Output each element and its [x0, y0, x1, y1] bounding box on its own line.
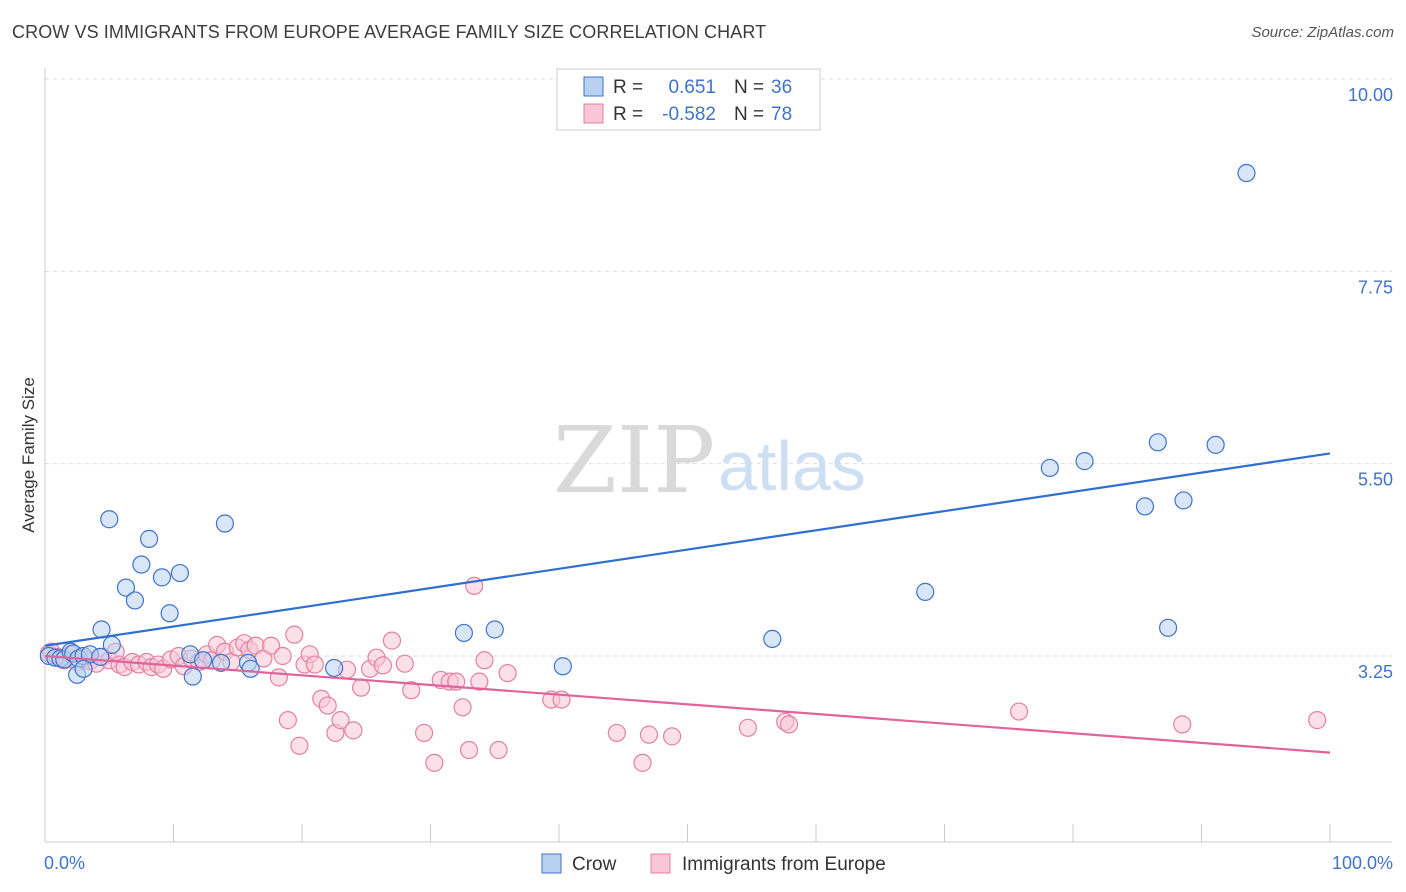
immigrants-point-71: [607, 723, 626, 743]
immigrants-point-79: [1173, 715, 1192, 734]
grid-lines: [45, 78, 1392, 657]
bottom-legend-label-crow: Crow: [572, 854, 617, 875]
y-tick-label-1: 5.50: [1358, 470, 1393, 490]
crow-point-41: [1206, 435, 1225, 454]
y-tick-labels: 3.25 5.50 7.75 10.00: [1348, 85, 1393, 682]
immigrants-point-57: [414, 723, 434, 743]
crow-point-15: [116, 578, 136, 597]
immigrants-point-36: [269, 668, 288, 687]
immigrants-point-67: [489, 740, 508, 760]
crow-point-36: [1075, 452, 1094, 471]
immigrants-point-66: [475, 651, 494, 670]
bottom-legend-swatch-crow: [541, 853, 562, 874]
immigrants-point-55: [395, 654, 414, 673]
crow-point-14: [100, 510, 119, 529]
crow-point-16: [125, 591, 145, 610]
immigrants-point-74: [662, 727, 682, 746]
crow-point-20: [160, 604, 179, 623]
crow-point-38: [1148, 433, 1167, 452]
immigrants-point-75: [738, 718, 757, 737]
legend-r-value-immigrants: -0.582: [662, 104, 716, 125]
crow-point-21: [170, 563, 190, 583]
immigrants-point-73: [639, 725, 659, 744]
immigrants-point-40: [290, 736, 309, 755]
legend-r-label-immigrants: R =: [613, 104, 643, 125]
legend-r-label-crow: R =: [613, 77, 643, 98]
immigrants-point-43: [305, 655, 324, 674]
immigrants-point-38: [278, 711, 297, 730]
legend-n-value-immigrants: 78: [771, 104, 792, 125]
crow-point-28: [241, 659, 260, 678]
immigrants-point-45: [318, 696, 337, 715]
crow-trend-line: [44, 452, 1331, 647]
y-axis-title: Average Family Size: [19, 377, 38, 533]
legend-swatch-immigrants: [583, 103, 604, 124]
watermark-zip: ZIP: [553, 407, 715, 514]
immigrants-point-78: [1009, 702, 1029, 721]
immigrants-trend-line: [44, 654, 1331, 754]
immigrants-point-50: [352, 678, 371, 697]
bottom-legend-swatch-immigrants: [650, 853, 671, 874]
crow-point-26: [215, 514, 234, 533]
legend-n-label-crow: N =: [734, 77, 764, 98]
immigrants-point-72: [633, 753, 652, 772]
y-tick-label-0: 3.25: [1358, 662, 1393, 682]
legend-n-label-immigrants: N =: [734, 104, 764, 125]
immigrants-point-65: [470, 672, 489, 691]
immigrants-point-35: [262, 636, 281, 655]
immigrants-point-56: [402, 681, 421, 700]
crow-point-34: [916, 582, 935, 601]
immigrants-point-77: [779, 715, 799, 734]
crow-point-40: [1174, 491, 1193, 510]
bottom-legend: Crow Immigrants from Europe: [541, 853, 886, 875]
crow-point-42: [1237, 163, 1256, 183]
crow-point-24: [193, 651, 213, 670]
crow-point-19: [152, 568, 172, 587]
axes: [44, 68, 1392, 843]
crow-point-11: [91, 647, 110, 666]
legend-box: R = 0.651 N = 36 R = -0.582 N = 78: [556, 68, 821, 131]
immigrants-point-54: [382, 631, 402, 650]
y-tick-label-3: 10.00: [1348, 85, 1393, 105]
watermark: ZIP atlas: [553, 407, 866, 514]
crow-point-37: [1135, 497, 1155, 516]
crow-point-30: [454, 623, 474, 643]
immigrants-point-39: [285, 625, 304, 644]
chart-title: CROW VS IMMIGRANTS FROM EUROPE AVERAGE F…: [12, 22, 767, 42]
legend-r-value-crow: 0.651: [668, 77, 716, 98]
immigrants-point-68: [498, 663, 517, 683]
crow-point-13: [74, 659, 93, 678]
crow-point-18: [139, 529, 159, 548]
crow-point-33: [763, 629, 782, 649]
series-immigrants-points: [39, 576, 1327, 772]
x-tick-labels: 0.0% 100.0%: [44, 853, 1393, 873]
immigrants-point-63: [459, 740, 479, 760]
x-tick-label-0: 0.0%: [44, 853, 85, 873]
x-tick-label-1: 100.0%: [1332, 853, 1393, 873]
immigrants-point-53: [373, 656, 393, 675]
crow-point-17: [132, 555, 151, 574]
immigrants-point-80: [1308, 711, 1327, 730]
crow-point-39: [1158, 618, 1178, 637]
legend-n-value-crow: 36: [771, 77, 792, 98]
crow-point-29: [325, 658, 344, 678]
trend-lines: [44, 452, 1331, 754]
crow-point-31: [485, 620, 504, 639]
immigrants-point-62: [453, 698, 472, 717]
crow-point-32: [553, 657, 572, 676]
legend-swatch-crow: [583, 76, 604, 97]
chart-source: Source: ZipAtlas.com: [1251, 24, 1394, 41]
bottom-legend-label-immigrants: Immigrants from Europe: [682, 854, 886, 875]
crow-point-35: [1040, 458, 1059, 478]
crow-point-25: [211, 653, 231, 672]
y-tick-label-2: 7.75: [1358, 277, 1393, 297]
immigrants-point-58: [425, 753, 444, 772]
watermark-atlas: atlas: [718, 427, 866, 505]
immigrants-point-37: [273, 646, 292, 666]
crow-point-23: [183, 667, 202, 686]
immigrants-point-47: [331, 711, 350, 730]
immigrants-point-49: [344, 721, 363, 740]
